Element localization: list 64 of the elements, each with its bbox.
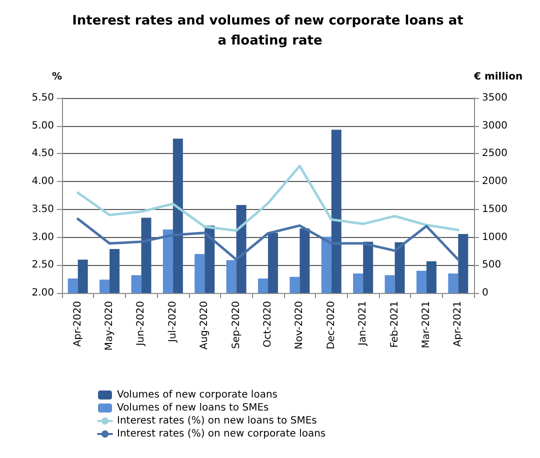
bar [363, 242, 374, 293]
y2-axis-title: € million [473, 72, 523, 82]
x-tick-label: Oct-2020 [262, 301, 274, 348]
bar [68, 278, 78, 293]
y-tick-label: 5.50 [32, 92, 54, 104]
y-tick-label: 4.50 [32, 148, 54, 160]
y2-tick-label: 1500 [482, 204, 508, 215]
x-tick-label: Jun-2020 [136, 301, 147, 347]
bar [226, 260, 236, 293]
x-tick-label: Sep-2020 [230, 301, 242, 349]
bar [300, 228, 310, 293]
bar [131, 275, 142, 293]
legend-label: Interest rates (%) on new corporate loans [117, 428, 326, 440]
bar [331, 130, 342, 293]
x-tick-label: Apr-2020 [72, 301, 84, 347]
x-tick-label: Mar-2021 [420, 301, 432, 348]
bar [194, 254, 205, 293]
x-tick-label: May-2020 [104, 301, 116, 351]
bar [258, 278, 268, 293]
y2-tick-label: 2000 [482, 176, 508, 188]
x-tick-label: Nov-2020 [294, 301, 306, 350]
y-tick-label: 5.00 [32, 120, 54, 132]
x-tick-label: Apr-2021 [452, 301, 464, 347]
line-series [76, 218, 460, 261]
x-tick-label: Aug-2020 [199, 301, 210, 350]
x-tick-label: Jan-2021 [358, 301, 369, 346]
bar [448, 274, 458, 293]
y2-tick-label: 1000 [482, 232, 508, 243]
y-tick-label: 3.00 [32, 232, 54, 243]
x-tick-label: Jul-2020 [167, 301, 178, 344]
legend-label: Interest rates (%) on new loans to SMEs [117, 416, 317, 426]
bar [110, 248, 120, 293]
line-series [76, 164, 460, 232]
y2-tick-label: 500 [482, 260, 502, 271]
x-tick-label: Dec-2020 [326, 301, 337, 350]
bar [78, 260, 88, 293]
bar [384, 275, 395, 293]
y-tick-label: 4.00 [32, 176, 54, 188]
bar [204, 226, 215, 293]
y-tick-label: 2.00 [32, 288, 54, 298]
legend-label: Volumes of new corporate loans [117, 390, 278, 400]
chart-title: Interest rates and volumes of new corporate loans at a floating rate [72, 14, 468, 48]
bar [394, 242, 405, 293]
bar [268, 232, 278, 293]
bar [236, 204, 246, 293]
bar [353, 274, 364, 293]
y2-tick-label: 0 [482, 288, 488, 298]
y2-tick-label: 3500 [482, 92, 508, 104]
bar [458, 234, 468, 293]
bar [100, 280, 110, 293]
bar [416, 270, 426, 293]
bar [141, 218, 152, 293]
bar [162, 229, 173, 293]
y-axis-title: % [52, 72, 62, 82]
y-tick-label: 2.50 [32, 260, 54, 271]
bar [426, 261, 436, 293]
bar [321, 236, 332, 293]
legend-label: Volumes of new loans to SMEs [117, 402, 269, 414]
y2-tick-label: 2500 [482, 148, 508, 160]
bar [172, 138, 183, 293]
y-tick-label: 3.50 [32, 204, 54, 215]
y2-tick-label: 3000 [482, 120, 508, 132]
bar [290, 276, 300, 293]
x-tick-label: Feb-2021 [389, 301, 400, 348]
